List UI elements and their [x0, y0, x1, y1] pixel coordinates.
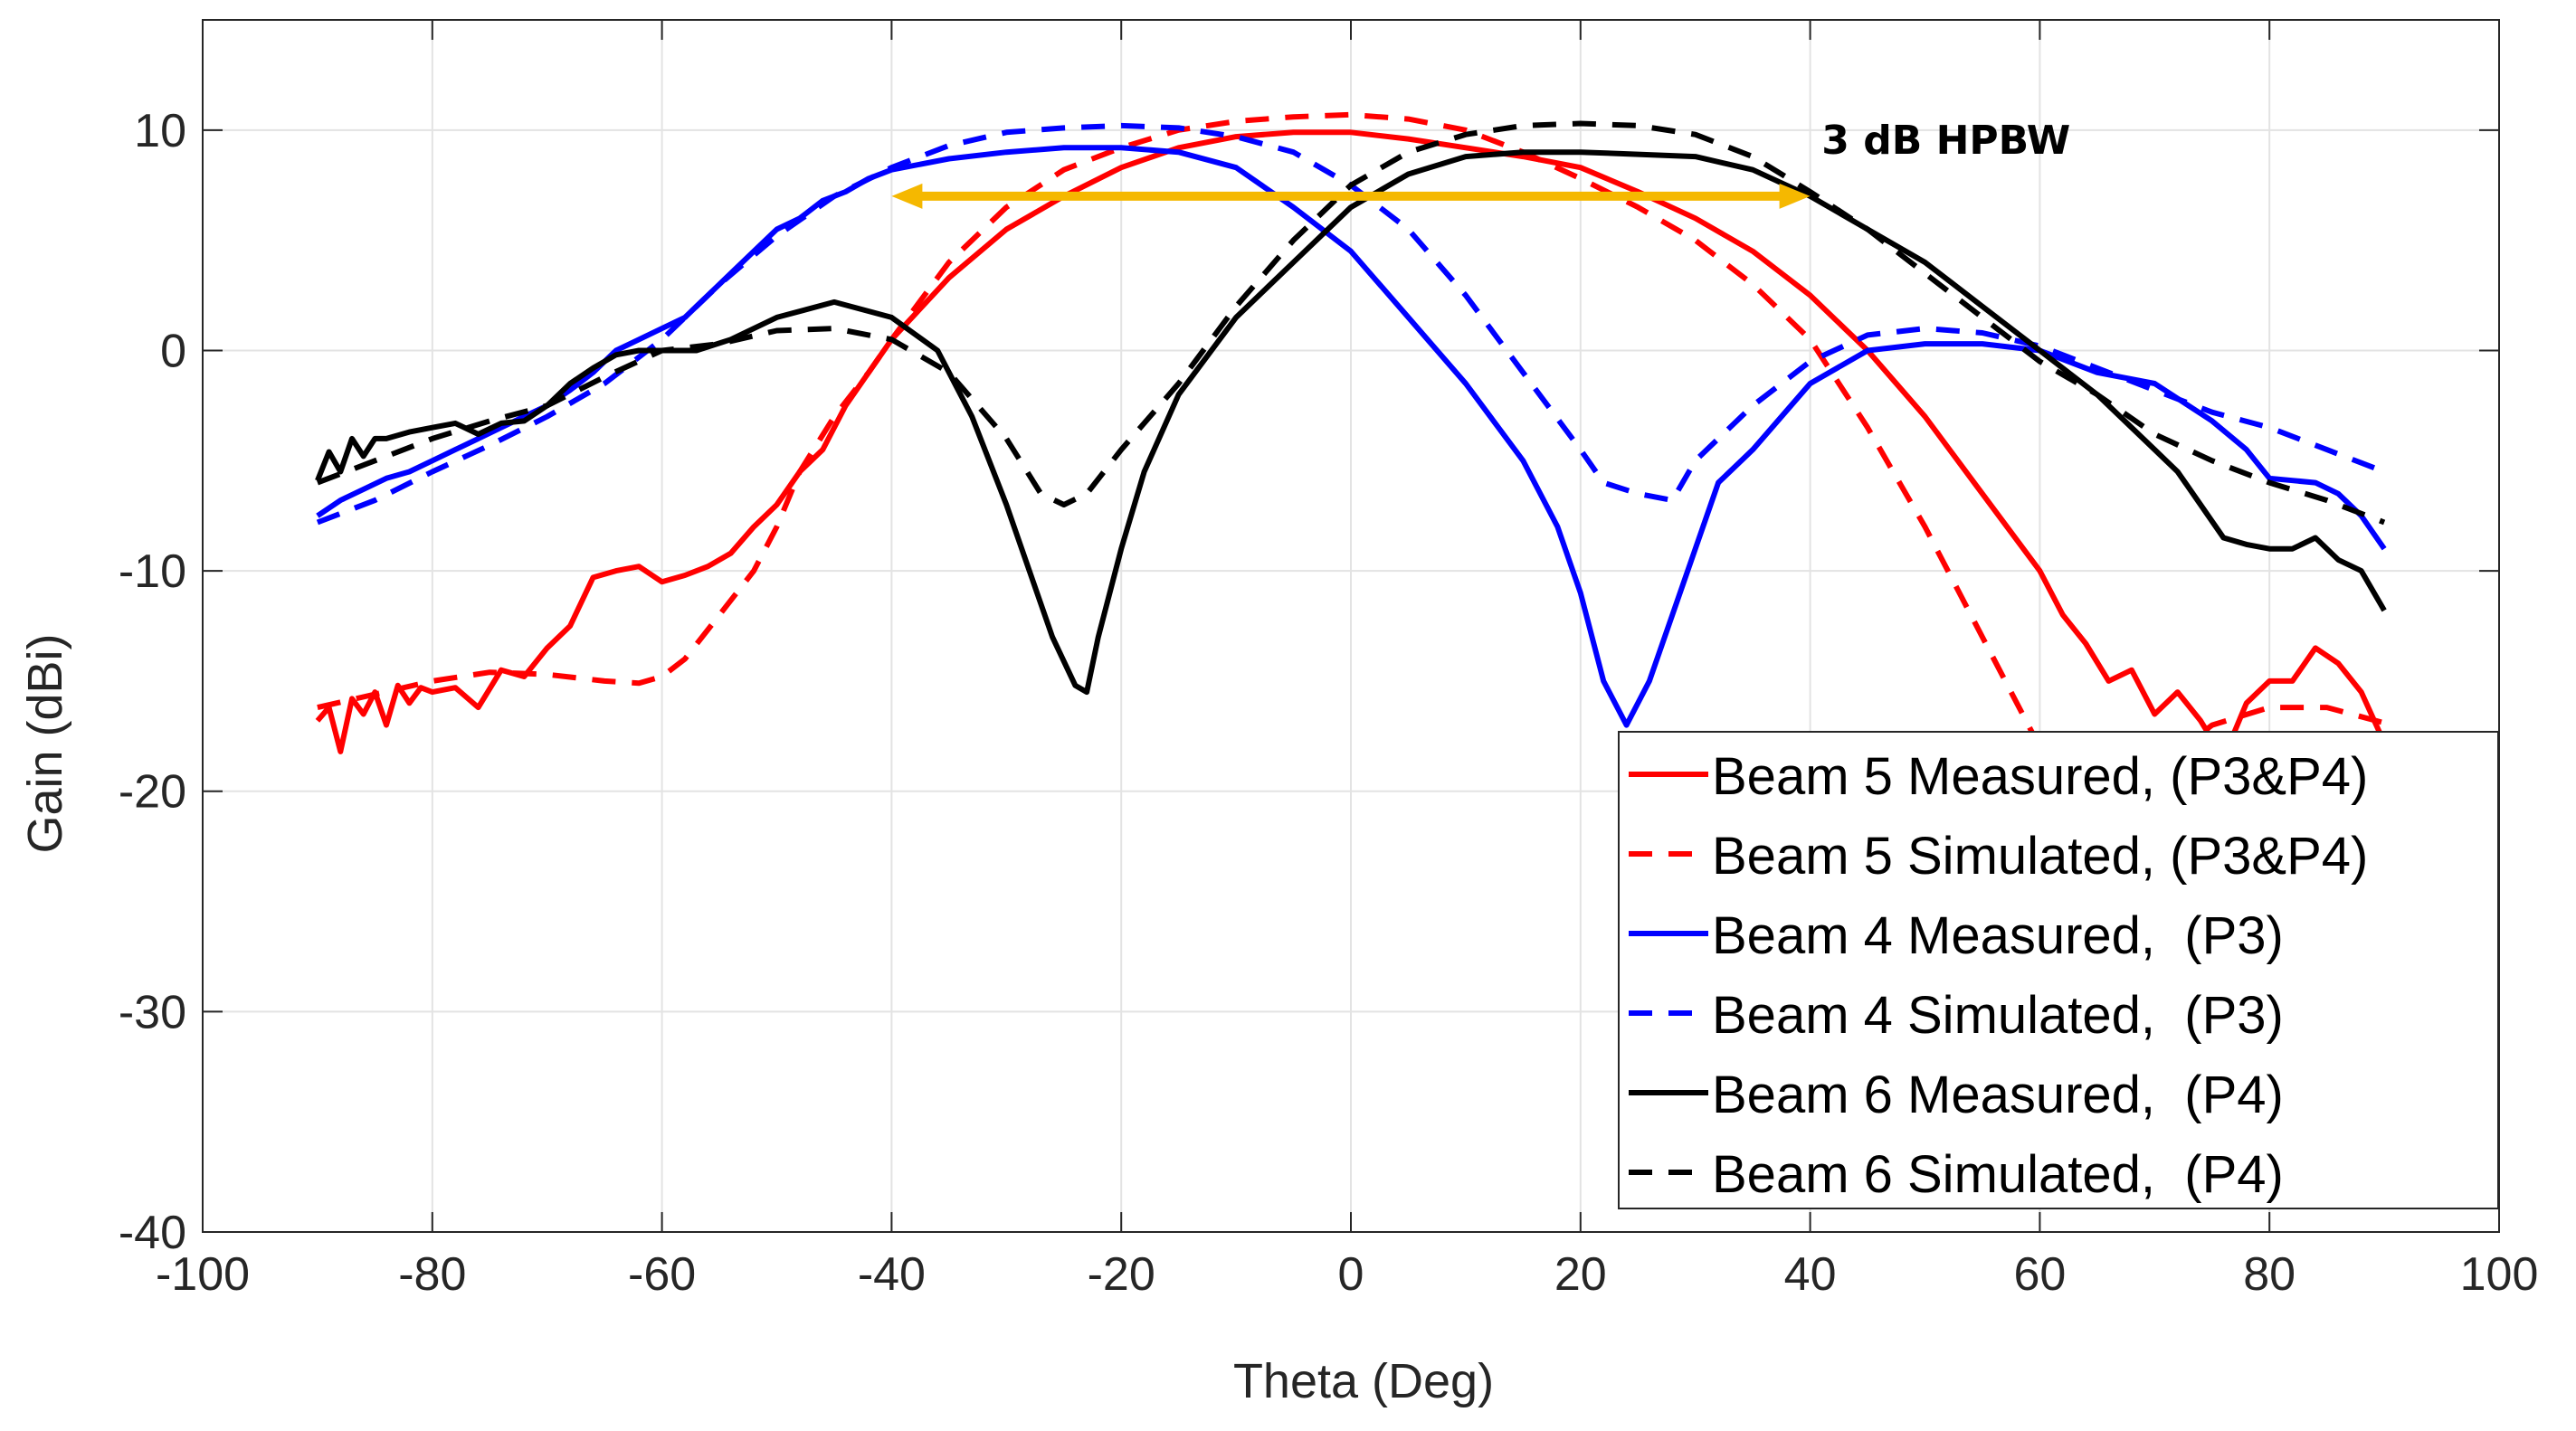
- y-tick-label: -30: [119, 986, 186, 1038]
- series-layer: [315, 111, 2387, 839]
- x-tick-label: -80: [398, 1248, 466, 1301]
- legend-label-4: Beam 4 Simulated, (P3): [1712, 986, 2284, 1045]
- x-tick-label: -60: [628, 1248, 696, 1301]
- x-tick-label: -40: [858, 1248, 926, 1301]
- x-axis-label: Theta (Deg): [1233, 1354, 1494, 1408]
- hpbw-arrow-head-left: [891, 183, 923, 209]
- hpbw-arrow-head-right: [1779, 183, 1811, 209]
- x-tick-label: -100: [156, 1248, 250, 1301]
- y-axis-label: Gain (dBi): [18, 633, 72, 853]
- legend-label-2: Beam 5 Simulated, (P3&P4): [1712, 827, 2368, 886]
- legend-label-3: Beam 4 Measured, (P3): [1712, 906, 2284, 965]
- x-tick-label: 20: [1554, 1248, 1607, 1301]
- legend-label-1: Beam 5 Measured, (P3&P4): [1712, 747, 2368, 806]
- legend-label-6: Beam 6 Simulated, (P4): [1712, 1145, 2284, 1204]
- y-tick-label: -40: [119, 1207, 186, 1259]
- x-tick-label: 80: [2243, 1248, 2296, 1301]
- tick-labels: -100 -80 -60 -40 -20 0 20 40 60 80 100-40-30-20-10…: [119, 105, 2539, 1301]
- legend-box: [1618, 731, 2499, 1209]
- y-tick-label: 0: [160, 325, 186, 377]
- y-tick-label: -20: [119, 766, 186, 819]
- series-line-5: [315, 149, 2387, 696]
- y-tick-label: 10: [134, 105, 186, 157]
- series-line-2: [317, 111, 2385, 839]
- x-tick-label: -20: [1088, 1248, 1155, 1301]
- series-line-6: [316, 120, 2386, 526]
- hpbw-annotation: 3 dB HPBW: [1821, 118, 2070, 164]
- legend-label-5: Beam 6 Measured, (P4): [1712, 1066, 2284, 1124]
- x-tick-label: 40: [1784, 1248, 1837, 1301]
- x-tick-label: 60: [2013, 1248, 2066, 1301]
- legend: Beam 5 Measured, (P3&P4) Beam 5 Simulated…: [1618, 731, 2499, 1209]
- y-tick-label: -10: [119, 545, 186, 598]
- series-line-4: [316, 122, 2386, 526]
- series-line-1: [315, 129, 2387, 762]
- x-tick-label: 0: [1338, 1248, 1364, 1301]
- annotation-layer: 3 dB HPBW: [891, 118, 2070, 209]
- x-tick-label: 100: [2460, 1248, 2539, 1301]
